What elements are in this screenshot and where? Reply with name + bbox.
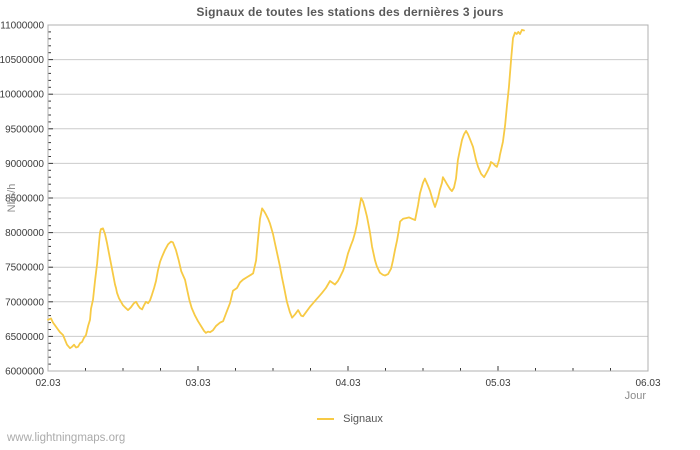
y-tick-label: 10500000 xyxy=(0,55,44,66)
y-tick-label: 8500000 xyxy=(5,194,44,205)
x-axis-title: Jour xyxy=(624,390,646,402)
chart-title: Signaux de toutes les stations des derni… xyxy=(196,5,504,19)
x-tick-label: 03.03 xyxy=(185,378,210,389)
y-axis-title: Nbs/h xyxy=(6,183,18,213)
y-tick-label: 7500000 xyxy=(5,263,44,274)
x-tick-label: 02.03 xyxy=(35,378,60,389)
legend: Signaux xyxy=(0,412,700,426)
y-tick-label: 10000000 xyxy=(0,90,44,101)
series-line-signaux xyxy=(47,28,525,350)
x-tick-label: 04.03 xyxy=(335,378,360,389)
plot-border xyxy=(47,24,649,372)
x-tick-label: 05.03 xyxy=(485,378,510,389)
y-tick-label: 6000000 xyxy=(5,367,44,378)
y-tick-label: 11000000 xyxy=(0,21,44,32)
watermark: www.lightningmaps.org xyxy=(7,432,126,444)
y-tick-label: 8000000 xyxy=(5,228,44,239)
x-tick-label: 06.03 xyxy=(635,378,660,389)
legend-label-signaux: Signaux xyxy=(343,413,383,425)
y-tick-label: 6500000 xyxy=(5,332,44,343)
legend-line-swatch-signaux xyxy=(317,418,335,420)
y-tick-label: 9500000 xyxy=(5,124,44,135)
y-tick-label: 9000000 xyxy=(5,159,44,170)
y-tick-label: 7000000 xyxy=(5,297,44,308)
